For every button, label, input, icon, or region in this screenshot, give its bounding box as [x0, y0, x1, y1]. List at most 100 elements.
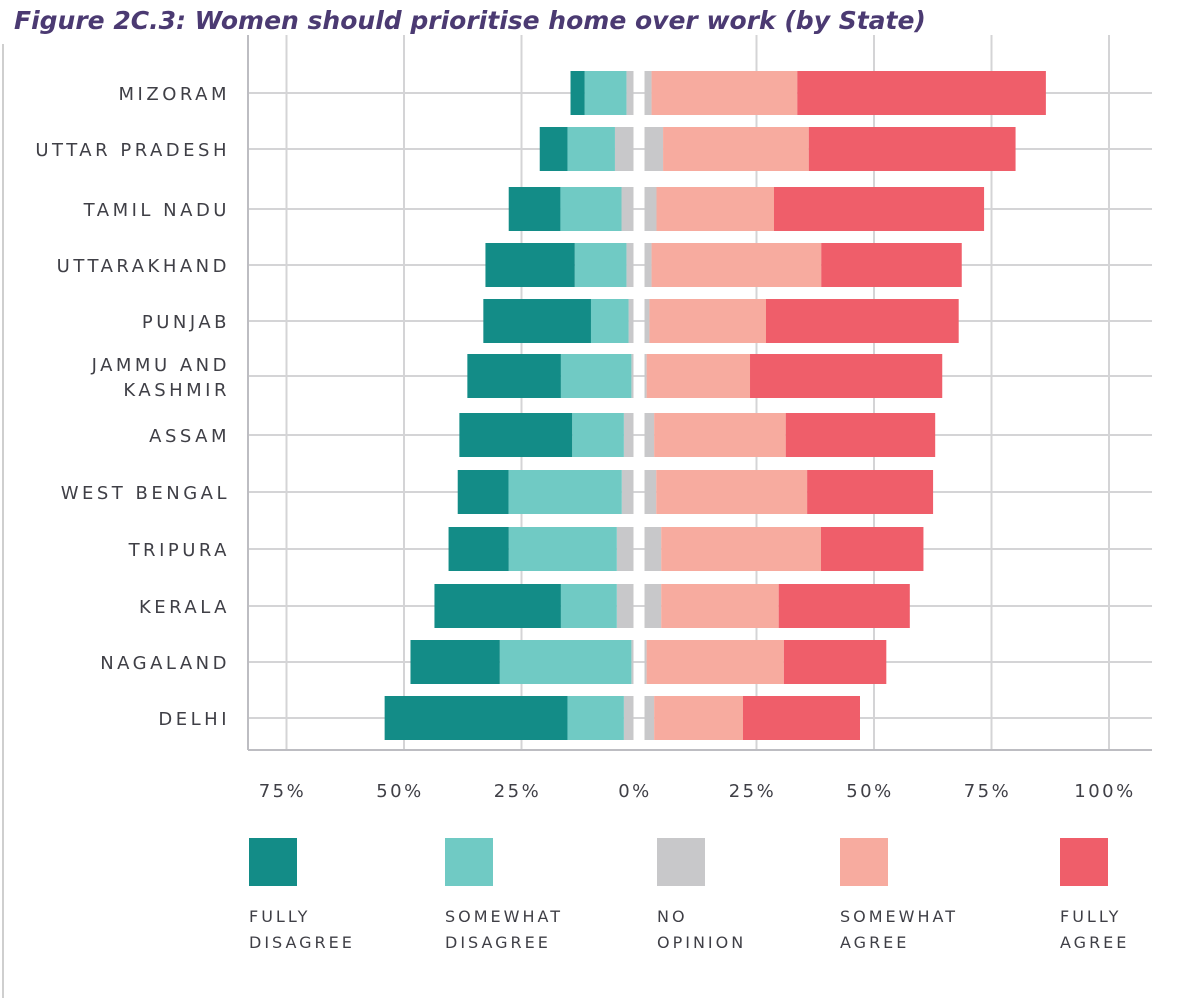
bar-fully-agree: [765, 299, 959, 343]
bar-fully-disagree: [483, 299, 591, 343]
bar-somewhat-agree: [661, 527, 821, 571]
bar-no-opinion-right: [644, 299, 650, 343]
bar-no-opinion-left: [616, 584, 634, 628]
legend-label: NO OPINION: [657, 907, 746, 952]
bar-no-opinion-right: [644, 127, 664, 171]
bar-fully-agree: [750, 354, 943, 398]
x-tick-label: 50%: [376, 781, 424, 802]
bar-no-opinion-right: [644, 640, 647, 684]
bar-somewhat-disagree: [567, 696, 624, 740]
x-tick-label: 50%: [846, 781, 894, 802]
legend-swatch-fully-agree: [1060, 838, 1108, 886]
bar-fully-agree: [785, 413, 936, 457]
bar-somewhat-agree: [651, 243, 822, 287]
bar-somewhat-agree: [656, 187, 774, 231]
bar-fully-agree: [773, 187, 985, 231]
bar-fully-disagree: [448, 527, 509, 571]
bar-no-opinion-right: [644, 354, 647, 398]
bar-fully-disagree: [539, 127, 568, 171]
category-label: DELHI: [158, 709, 230, 730]
bar-somewhat-disagree: [499, 640, 632, 684]
bar-fully-disagree: [410, 640, 500, 684]
bar-somewhat-agree: [651, 71, 798, 115]
category-label: UTTARAKHAND: [57, 256, 230, 277]
chart-title: Figure 2C.3: Women should prioritise hom…: [14, 6, 926, 35]
bar-no-opinion-right: [644, 584, 662, 628]
x-tick-label: 25%: [729, 781, 777, 802]
category-label: TRIPURA: [128, 540, 230, 561]
bar-somewhat-disagree: [508, 527, 617, 571]
category-label: NAGALAND: [100, 653, 230, 674]
bar-somewhat-disagree: [590, 299, 629, 343]
bar-fully-disagree: [459, 413, 573, 457]
legend-label: SOMEWHAT DISAGREE: [445, 907, 563, 952]
bar-fully-disagree: [485, 243, 575, 287]
legend-swatch-no-opinion: [657, 838, 705, 886]
bar-fully-disagree: [570, 71, 585, 115]
bar-no-opinion-left: [631, 354, 634, 398]
bar-fully-agree: [778, 584, 910, 628]
bar-no-opinion-left: [621, 470, 634, 514]
bar-no-opinion-left: [621, 187, 634, 231]
bar-somewhat-agree: [654, 413, 786, 457]
bar-somewhat-agree: [663, 127, 809, 171]
category-label: ASSAM: [149, 426, 230, 447]
legend-label: FULLY DISAGREE: [249, 907, 355, 952]
legend-swatch-somewhat-disagree: [445, 838, 493, 886]
bar-somewhat-agree: [656, 470, 808, 514]
bar-somewhat-disagree: [560, 584, 617, 628]
bar-somewhat-disagree: [584, 71, 627, 115]
bar-no-opinion-left: [616, 527, 634, 571]
bar-fully-agree: [807, 470, 934, 514]
legend-label: FULLY AGREE: [1060, 907, 1129, 952]
category-label: WEST BENGAL: [61, 483, 230, 504]
bar-no-opinion-left: [628, 299, 634, 343]
bar-fully-agree: [821, 243, 962, 287]
bar-no-opinion-right: [644, 470, 657, 514]
bar-somewhat-agree: [646, 640, 784, 684]
bar-somewhat-agree: [661, 584, 779, 628]
bar-fully-disagree: [434, 584, 561, 628]
bar-somewhat-disagree: [560, 187, 622, 231]
category-label: PUNJAB: [142, 312, 230, 333]
bar-fully-agree: [808, 127, 1016, 171]
bar-somewhat-disagree: [567, 127, 615, 171]
bar-no-opinion-left: [623, 696, 634, 740]
bar-no-opinion-left: [626, 71, 634, 115]
bar-somewhat-agree: [649, 299, 766, 343]
bar-somewhat-disagree: [560, 354, 632, 398]
bar-fully-disagree: [457, 470, 509, 514]
legend-swatch-somewhat-agree: [840, 838, 888, 886]
x-tick-label: 100%: [1074, 781, 1135, 802]
bar-no-opinion-right: [644, 527, 662, 571]
legend-label: SOMEWHAT AGREE: [840, 907, 958, 952]
category-label: JAMMU AND KASHMIR: [91, 355, 230, 401]
category-label: KERALA: [139, 597, 230, 618]
bar-somewhat-agree: [654, 696, 743, 740]
category-label: MIZORAM: [119, 84, 230, 105]
bar-fully-agree: [797, 71, 1046, 115]
bar-no-opinion-left: [623, 413, 634, 457]
x-tick-label: 0%: [618, 781, 652, 802]
frame-border: [2, 44, 4, 998]
bar-fully-agree: [820, 527, 924, 571]
bar-somewhat-disagree: [572, 413, 624, 457]
x-tick-label: 25%: [494, 781, 542, 802]
bar-somewhat-disagree: [508, 470, 622, 514]
bar-no-opinion-right: [644, 243, 652, 287]
bar-fully-agree: [783, 640, 887, 684]
category-label: UTTAR PRADESH: [35, 140, 230, 161]
bar-fully-agree: [742, 696, 860, 740]
category-label: TAMIL NADU: [83, 200, 230, 221]
bar-no-opinion-left: [626, 243, 634, 287]
bar-no-opinion-right: [644, 71, 652, 115]
bar-no-opinion-right: [644, 696, 655, 740]
bar-fully-disagree: [508, 187, 561, 231]
bar-no-opinion-left: [614, 127, 634, 171]
bar-no-opinion-right: [644, 187, 657, 231]
bar-no-opinion-left: [631, 640, 634, 684]
x-tick-label: 75%: [259, 781, 307, 802]
bar-no-opinion-right: [644, 413, 655, 457]
bar-somewhat-agree: [646, 354, 751, 398]
